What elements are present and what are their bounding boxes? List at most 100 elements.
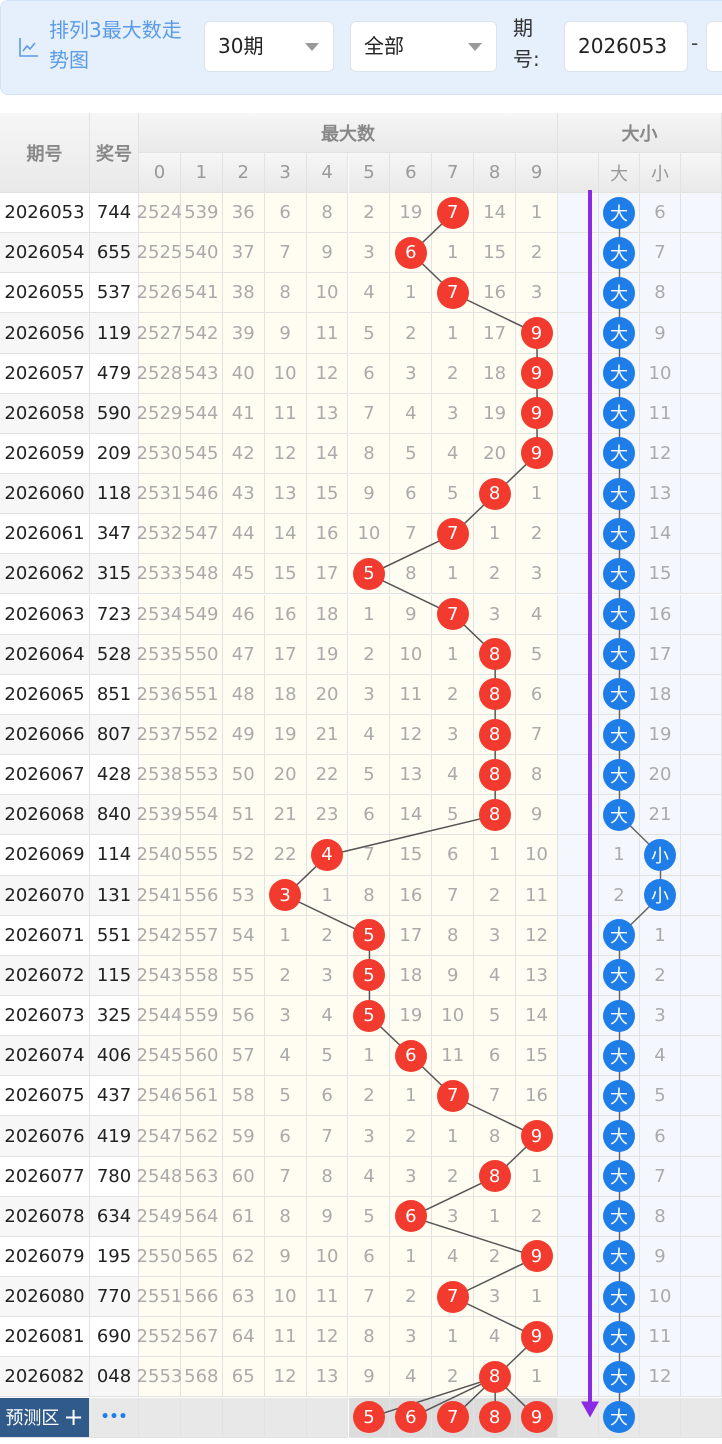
- range-select[interactable]: 30期: [204, 21, 334, 72]
- miss-cell: 4: [390, 393, 433, 434]
- size-cell: 大: [599, 755, 640, 796]
- size-cell: 大: [599, 313, 640, 354]
- hit-ball: 9: [520, 1120, 553, 1152]
- miss-cell: 38: [222, 273, 265, 314]
- predict-label[interactable]: 预测区 +: [0, 1397, 90, 1438]
- row-prize: 437: [90, 1076, 139, 1117]
- predict-cell[interactable]: 8: [474, 1397, 517, 1438]
- predict-cell[interactable]: 6: [390, 1397, 433, 1438]
- miss-cell: 5: [264, 1076, 307, 1117]
- size-cell: 大: [599, 1196, 640, 1237]
- miss-cell: 5: [348, 996, 391, 1037]
- blank-cell: [558, 714, 599, 756]
- blank-cell: [681, 313, 722, 354]
- miss-cell: 2552: [137, 1317, 182, 1358]
- size-ball: 大: [603, 798, 635, 831]
- predict-ball[interactable]: 7: [436, 1401, 469, 1434]
- row-prize: 551: [90, 915, 139, 956]
- header-digit: 9: [516, 153, 558, 193]
- miss-cell: 5: [348, 554, 391, 595]
- size-cell: 7: [640, 233, 681, 274]
- predict-size-cell: 大: [599, 1397, 640, 1438]
- miss-cell: 2538: [137, 755, 182, 796]
- hit-ball: 7: [436, 276, 469, 309]
- blank-cell: [558, 474, 599, 515]
- separator: -: [691, 31, 699, 55]
- miss-cell: 550: [180, 634, 223, 675]
- period-start-input[interactable]: 2026053: [564, 21, 688, 72]
- size-cell: 2: [599, 875, 640, 916]
- miss-cell: 16: [474, 273, 517, 314]
- miss-cell: 2: [474, 875, 517, 916]
- range-select-value: 30期: [218, 34, 264, 58]
- blank-cell: [681, 1277, 722, 1318]
- row-prize: 347: [90, 514, 139, 555]
- miss-cell: 4: [306, 996, 349, 1037]
- predict-cell: [139, 1397, 181, 1438]
- miss-cell: 51: [222, 795, 265, 836]
- miss-cell: 2: [432, 1357, 475, 1398]
- miss-cell: 3: [390, 1317, 433, 1358]
- type-select[interactable]: 全部: [350, 21, 497, 72]
- more-button[interactable]: •••: [90, 1397, 139, 1438]
- size-ball: 大: [603, 1240, 635, 1273]
- miss-cell: 17: [474, 313, 517, 354]
- blank-cell: [558, 554, 599, 595]
- predict-ball[interactable]: 6: [394, 1401, 427, 1434]
- miss-cell: 2: [348, 193, 391, 234]
- miss-cell: 568: [180, 1357, 223, 1398]
- miss-cell: 7: [432, 1277, 475, 1318]
- miss-cell: 16: [306, 514, 349, 555]
- size-cell: 小: [640, 835, 681, 876]
- row-period: 2026059: [0, 433, 90, 475]
- blank-cell: [681, 514, 722, 555]
- miss-cell: 20: [264, 755, 307, 796]
- predict-cell[interactable]: 7: [432, 1397, 475, 1438]
- hit-ball: 8: [478, 638, 511, 671]
- blank-cell: [558, 674, 599, 715]
- miss-cell: 2531: [137, 474, 182, 515]
- miss-cell: 7: [306, 1116, 349, 1157]
- header-blank: [558, 153, 599, 193]
- miss-cell: 36: [222, 193, 265, 234]
- blank-cell: [681, 634, 722, 675]
- miss-cell: 9: [516, 433, 558, 475]
- miss-cell: 60: [222, 1156, 265, 1197]
- size-cell: 14: [640, 514, 681, 555]
- predict-cell[interactable]: 9: [516, 1397, 558, 1438]
- miss-cell: 19: [390, 996, 433, 1037]
- row-period: 2026081: [0, 1317, 90, 1358]
- miss-cell: 11: [264, 393, 307, 434]
- header-prize: 奖号: [90, 113, 139, 193]
- size-cell: 大: [599, 955, 640, 996]
- miss-cell: 9: [516, 313, 558, 354]
- size-cell: 大: [599, 233, 640, 274]
- miss-cell: 540: [180, 233, 223, 274]
- predict-ball[interactable]: 8: [478, 1401, 511, 1434]
- row-prize: 114: [90, 835, 139, 876]
- miss-cell: 1: [516, 474, 558, 515]
- predict-size-ball[interactable]: 大: [603, 1401, 635, 1434]
- miss-cell: 8: [474, 634, 517, 675]
- blank-cell: [558, 1317, 599, 1358]
- hit-ball: 9: [520, 1240, 553, 1273]
- predict-ball[interactable]: 5: [352, 1401, 385, 1434]
- miss-cell: 2537: [137, 714, 182, 756]
- blank-cell: [558, 996, 599, 1037]
- size-ball: 大: [603, 718, 635, 751]
- chevron-down-icon: [305, 43, 319, 51]
- plus-icon[interactable]: +: [63, 1403, 84, 1432]
- miss-cell: 1: [474, 514, 517, 555]
- predict-cell[interactable]: 5: [348, 1397, 391, 1438]
- size-cell: 7: [640, 1156, 681, 1197]
- period-end-input[interactable]: [706, 21, 722, 72]
- miss-cell: 4: [432, 1236, 475, 1278]
- blank-cell: [558, 1196, 599, 1237]
- blank-cell: [681, 795, 722, 836]
- miss-cell: 5: [432, 474, 475, 515]
- miss-cell: 1: [432, 554, 475, 595]
- size-cell: 20: [640, 755, 681, 796]
- blank-cell: [681, 955, 722, 996]
- predict-ball[interactable]: 9: [520, 1401, 553, 1434]
- miss-cell: 2524: [137, 193, 182, 234]
